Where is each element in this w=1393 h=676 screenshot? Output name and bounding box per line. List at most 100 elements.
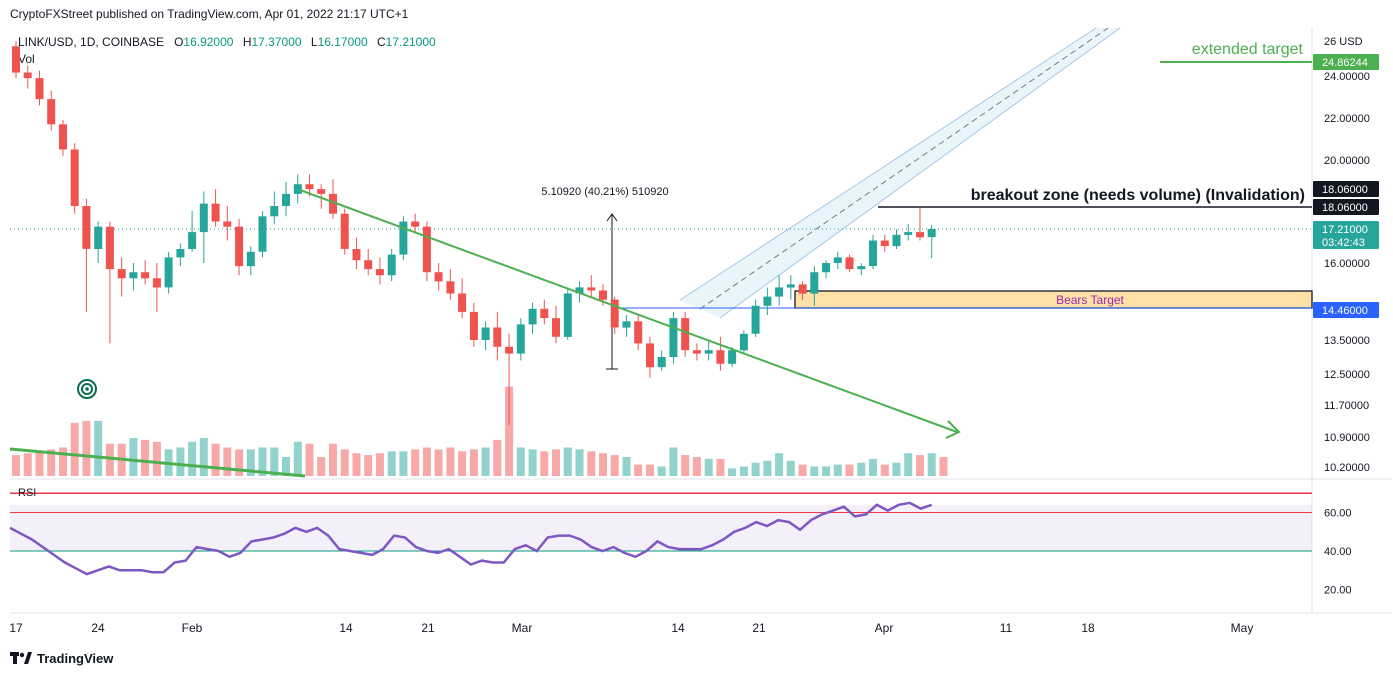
candle-body [587,287,596,291]
bears-target-zone[interactable] [794,290,1313,309]
candle[interactable] [129,263,138,291]
candle[interactable] [880,234,889,252]
candle[interactable] [164,251,173,294]
candle[interactable] [845,254,854,273]
candle[interactable] [563,287,572,340]
candle[interactable] [317,184,326,209]
candle[interactable] [505,333,514,425]
candlestick-series[interactable] [12,41,936,425]
candle-body [340,213,349,249]
candle[interactable] [434,263,443,291]
volume-bar [340,449,349,476]
candle[interactable] [446,269,455,300]
candle[interactable] [833,251,842,270]
candle[interactable] [657,350,666,371]
candle[interactable] [141,260,150,285]
candle[interactable] [352,237,361,270]
candle[interactable] [469,302,478,347]
candle[interactable] [364,249,373,276]
candle[interactable] [117,257,126,297]
candle[interactable] [822,260,831,279]
candle[interactable] [223,206,232,241]
candle[interactable] [211,189,220,227]
candle[interactable] [70,143,79,214]
candle[interactable] [798,281,807,300]
candle[interactable] [646,336,654,378]
candle[interactable] [12,41,20,79]
candle[interactable] [681,311,690,357]
candle[interactable] [246,246,255,276]
volume-label[interactable]: Vol [18,52,35,66]
candle[interactable] [152,263,161,312]
rsi-label[interactable]: RSI [18,487,37,499]
volume-marker-icon[interactable] [77,379,97,399]
candle[interactable] [270,191,279,225]
candle[interactable] [493,311,502,361]
symbol-name[interactable]: LINK/USD, 1D, COINBASE [18,35,165,49]
candle[interactable] [199,191,208,264]
candle[interactable] [552,305,560,344]
candle[interactable] [916,207,924,241]
candle[interactable] [763,287,772,315]
candle[interactable] [387,249,396,282]
candle[interactable] [94,221,103,264]
candle[interactable] [587,275,596,297]
candle[interactable] [422,221,431,282]
candle[interactable] [235,218,244,276]
volume-bar [892,462,901,476]
candle[interactable] [176,243,185,267]
candle[interactable] [23,65,32,89]
price-axis[interactable]: 26 USD 24.00000 22.00000 20.00000 16.00000 13… [1324,36,1370,474]
candle[interactable] [775,275,784,306]
candle[interactable] [704,340,713,361]
candle[interactable] [927,224,936,259]
candle[interactable] [669,311,678,364]
price-label-bg [1313,221,1379,249]
candle[interactable] [188,211,197,252]
descending-trendline[interactable] [299,189,958,433]
candle[interactable] [786,275,795,300]
candle[interactable] [59,120,67,156]
candle[interactable] [610,296,619,334]
symbol-legend[interactable]: LINK/USD, 1D, COINBASE O16.92000 H17.370… [18,35,442,49]
candle[interactable] [857,263,866,276]
candle[interactable] [293,174,302,204]
candle[interactable] [540,299,549,325]
candle[interactable] [692,343,701,361]
candle[interactable] [375,257,384,285]
candle[interactable] [481,321,490,351]
candle-body [798,284,807,294]
candle[interactable] [869,234,877,270]
candle[interactable] [634,315,643,351]
candle[interactable] [528,302,537,334]
candle[interactable] [751,299,760,337]
candle[interactable] [399,216,408,261]
candle[interactable] [810,266,819,306]
candle[interactable] [411,213,420,233]
candle[interactable] [622,315,631,337]
candle[interactable] [458,278,467,319]
candle[interactable] [340,208,349,255]
volume-trendline[interactable] [9,447,306,478]
rsi-line[interactable] [9,501,933,576]
tradingview-logo[interactable]: TradingView [10,651,113,666]
channel-lower-line[interactable] [719,27,1121,319]
candle[interactable] [35,70,44,106]
candle[interactable] [329,179,337,219]
candle[interactable] [282,181,290,217]
candle[interactable] [105,221,114,344]
candle[interactable] [716,336,725,371]
price-label-value: 14.46000 [1322,305,1368,317]
channel-upper-line[interactable] [679,27,1097,301]
candle[interactable] [516,318,525,361]
time-axis[interactable]: 17 24 Feb 14 21 Mar 14 21 Apr 11 18 May [9,621,1253,635]
candle[interactable] [892,229,901,249]
candle[interactable] [47,90,56,131]
candle[interactable] [904,224,913,241]
candle[interactable] [739,330,748,354]
price-tick-label: 24.00000 [1324,71,1370,83]
candle[interactable] [258,211,267,258]
volume-bar [82,420,91,476]
candle[interactable] [82,198,91,312]
